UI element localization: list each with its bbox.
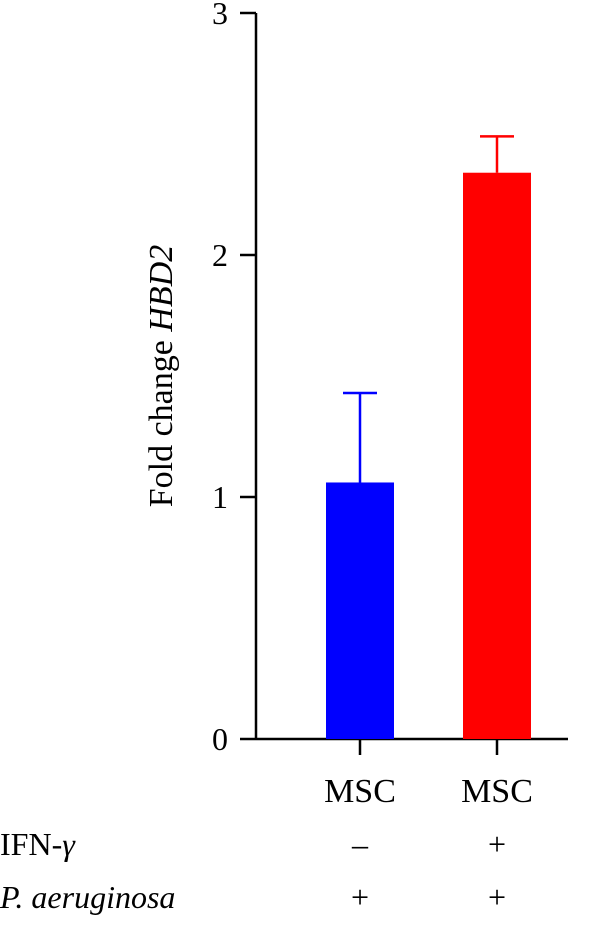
x-category-label: MSC [324,773,396,810]
condition-row-value: + [351,879,369,915]
condition-row-label: P. aeruginosa [0,879,175,915]
y-axis-label: Fold change HBD2 [143,245,180,508]
y-tick-label: 0 [212,721,228,757]
bar [326,482,394,739]
plot-area: 0 1 2 3 MSC MSC [212,0,568,810]
condition-row-value: – [351,826,369,862]
condition-row-value: + [488,879,506,915]
y-tick-label: 2 [212,237,228,273]
condition-rows: IFN-γ – + P. aeruginosa + + [0,826,506,915]
y-tick-label: 3 [212,0,228,31]
y-axis-label-prefix: Fold change [143,332,180,508]
bar [463,172,531,740]
y-axis-label-gene: HBD2 [143,245,180,333]
condition-row-label: IFN-γ [0,826,76,862]
x-category-label: MSC [461,773,533,810]
condition-row-value: + [488,826,506,862]
y-tick-label: 1 [212,479,228,515]
